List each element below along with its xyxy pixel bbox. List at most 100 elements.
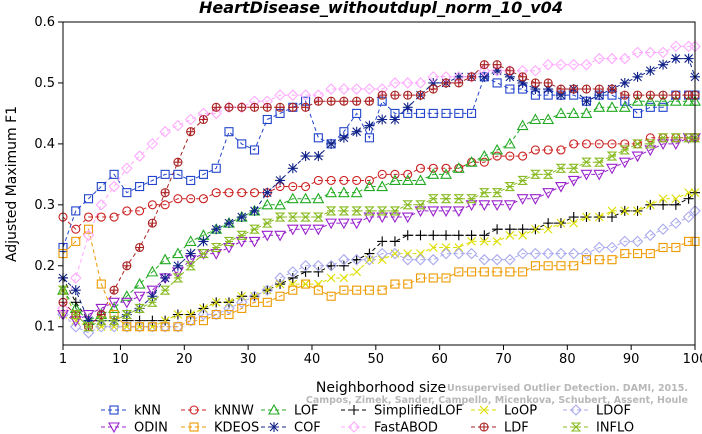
data-point-knnw (339, 175, 349, 186)
data-point-loop (454, 243, 464, 252)
data-point-ldf (109, 285, 119, 295)
data-point-kdeos (122, 322, 132, 332)
legend-item-cof: COF (261, 421, 321, 434)
data-point-knn (632, 108, 643, 118)
data-point-ldf (518, 72, 528, 82)
y-tick-label: 0.5 (34, 76, 55, 91)
data-point-fastabod (274, 89, 286, 101)
data-point-lof (542, 113, 555, 125)
watermark-line-1: Unsupervised Outlier Detection. DAMI, 20… (447, 383, 688, 394)
data-point-inflo (376, 206, 388, 216)
data-point-ldf (326, 96, 336, 106)
data-point-inflo (530, 169, 541, 179)
data-point-lof (478, 149, 491, 161)
data-point-knnw (173, 194, 183, 204)
data-point-ldf (403, 90, 413, 100)
data-point-inflo (453, 194, 465, 204)
data-point-simplifiedlof (658, 199, 669, 210)
data-point-simplifiedlof (428, 230, 439, 241)
data-point-inflo (619, 145, 631, 155)
data-point-knn (186, 175, 196, 186)
data-point-fastabod (325, 83, 337, 95)
data-point-cof (479, 71, 490, 82)
data-point-simplifiedlof (313, 266, 324, 277)
data-point-cof (236, 212, 247, 223)
x-tick-label: 90 (623, 352, 640, 367)
data-point-odin (414, 206, 427, 218)
data-point-ldof (210, 308, 222, 321)
data-point-inflo (415, 200, 426, 210)
data-point-kdeos (441, 273, 451, 283)
data-point-loop (684, 188, 694, 198)
legend-item-knn: kNN (101, 404, 161, 419)
data-point-simplifiedlof (389, 236, 400, 247)
legend-item-loop: LoOP (471, 404, 537, 419)
data-point-ldf (671, 90, 681, 100)
data-point-odin (452, 206, 465, 218)
data-point-lof (299, 192, 312, 204)
data-point-knnw (377, 169, 387, 179)
data-point-knn (173, 169, 183, 179)
data-point-inflo (440, 194, 452, 204)
data-point-kdeos (377, 285, 387, 295)
data-point-kdeos (594, 255, 604, 265)
data-point-odin (555, 181, 567, 193)
data-point-knn (658, 102, 668, 112)
data-point-kdeos (620, 249, 630, 259)
legend-swatch-marker (349, 405, 359, 415)
data-point-lof (350, 186, 363, 198)
legend-label: LOF (294, 404, 319, 419)
data-point-ldof (453, 247, 465, 260)
data-point-knnw (492, 151, 502, 161)
data-point-odin (95, 303, 108, 315)
data-point-ldf (492, 60, 502, 70)
data-point-kdeos (684, 236, 694, 246)
x-tick-label: 60 (431, 352, 448, 367)
data-point-loop (518, 230, 528, 240)
data-point-ldof (389, 247, 401, 260)
data-point-inflo (479, 188, 490, 198)
data-point-simplifiedlof (517, 224, 528, 235)
data-point-inflo (657, 133, 669, 143)
legend-swatch-marker (479, 422, 489, 432)
data-point-fastabod (287, 89, 299, 101)
data-point-ldof (593, 241, 606, 254)
data-point-knnw (390, 169, 400, 179)
data-point-ldof (427, 253, 440, 266)
x-tick-label: 40 (304, 352, 321, 367)
data-point-inflo (542, 169, 554, 179)
legend-label: SimplifiedLOF (374, 404, 463, 419)
data-point-simplifiedlof (70, 297, 81, 308)
y-tick-label: 0.1 (34, 320, 55, 335)
data-point-ldof (580, 247, 593, 260)
data-point-ldof (440, 247, 452, 260)
data-point-lof (452, 162, 465, 173)
data-point-cof (287, 163, 298, 174)
data-point-odin (235, 236, 248, 248)
data-point-inflo (147, 297, 158, 307)
data-point-knnw (83, 212, 94, 222)
y-tick-label: 0.3 (34, 198, 55, 213)
legend-swatch-marker (348, 421, 360, 433)
data-point-lof (376, 180, 389, 192)
data-point-ldof (235, 296, 248, 309)
data-point-odin (593, 169, 606, 181)
data-point-simplifiedlof (479, 230, 490, 241)
data-point-odin (120, 297, 133, 309)
legend-swatch-marker (189, 405, 199, 415)
data-point-lof (644, 95, 657, 106)
data-point-cof (504, 71, 515, 82)
data-point-ldf (198, 114, 208, 125)
legend-label: kNNW (214, 404, 254, 419)
data-point-ldf (352, 96, 362, 106)
data-point-inflo (108, 316, 120, 326)
data-point-simplifiedlof (402, 230, 413, 241)
data-point-knn (441, 108, 451, 118)
data-point-knn (147, 175, 157, 186)
data-point-knn (428, 108, 438, 118)
data-point-cof (326, 138, 337, 149)
data-point-odin (108, 297, 121, 309)
data-point-ldof (529, 247, 542, 260)
data-point-knnw (224, 188, 234, 198)
data-point-knn (505, 84, 515, 94)
